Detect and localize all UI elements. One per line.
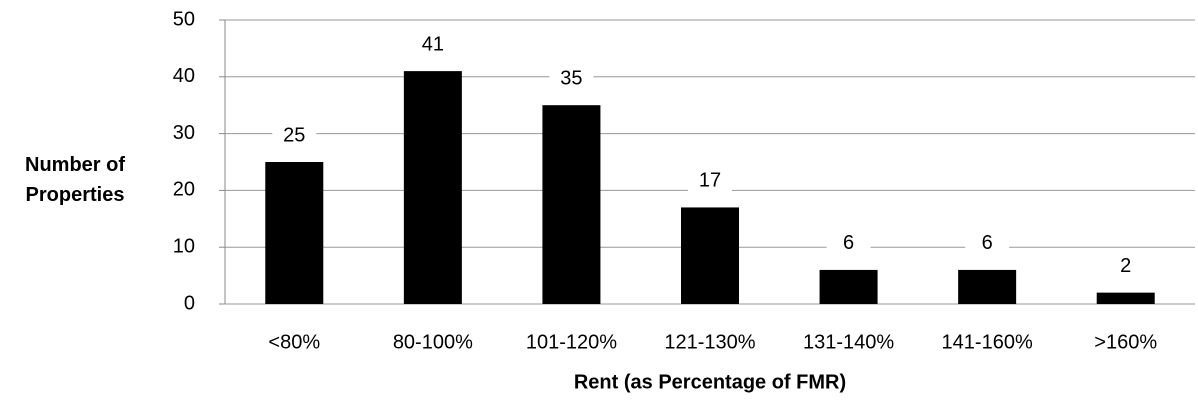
bar: [681, 207, 739, 304]
x-axis-title: Rent (as Percentage of FMR): [574, 371, 846, 393]
data-label: 6: [843, 232, 854, 254]
data-label-bg: [965, 229, 1010, 258]
x-tick-label: 141-160%: [942, 331, 1033, 353]
data-label-bg: [410, 31, 455, 60]
data-label-bg: [272, 122, 317, 150]
data-label-bg: [1103, 252, 1148, 281]
bar: [542, 105, 601, 304]
x-tick-label: 121-130%: [664, 331, 755, 353]
y-tick-label: 10: [173, 235, 195, 257]
x-tick-label: <80%: [268, 331, 320, 353]
x-tick-label: >160%: [1094, 331, 1157, 353]
x-tick-label: 101-120%: [526, 331, 617, 353]
data-label-bg: [549, 65, 594, 94]
data-label-bg: [826, 229, 871, 258]
data-label: 17: [699, 170, 721, 192]
data-label-bg: [688, 167, 732, 196]
bar: [403, 71, 462, 305]
bar: [819, 269, 878, 304]
data-label: 41: [422, 33, 444, 55]
bar: [958, 269, 1017, 304]
bar: [1096, 292, 1155, 304]
y-tick-label: 50: [173, 8, 195, 30]
data-label: 6: [982, 232, 993, 254]
bar: [265, 162, 324, 304]
y-tick-label: 30: [173, 122, 195, 144]
data-label: 2: [1120, 255, 1131, 277]
y-tick-label: 40: [173, 65, 195, 87]
y-tick-label: 20: [173, 179, 195, 201]
x-tick-label: 80-100%: [393, 331, 473, 353]
y-axis-title: Number of Properties: [25, 154, 125, 206]
y-tick-label: 0: [184, 292, 195, 314]
data-label: 25: [283, 124, 305, 146]
x-tick-label: 131-140%: [803, 331, 894, 353]
data-label: 35: [560, 67, 582, 89]
